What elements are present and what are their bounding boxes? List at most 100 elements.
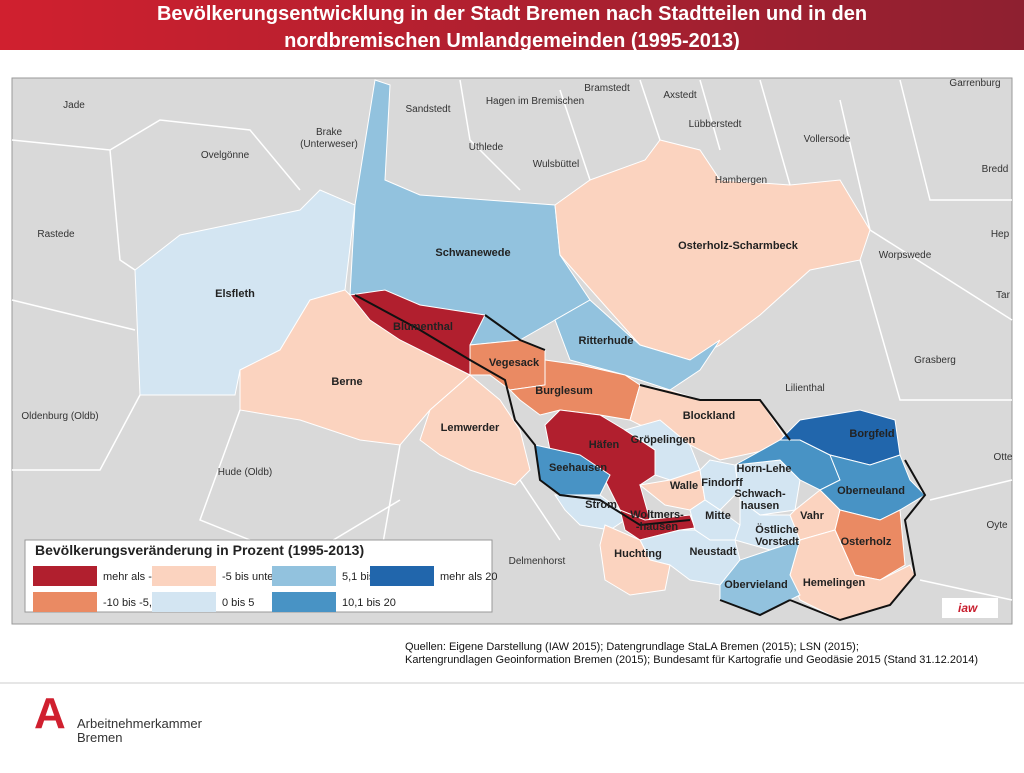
place-label-line: Lilienthal xyxy=(785,383,824,394)
district-label-line: Findorff xyxy=(701,477,743,489)
legend-label: -10 bis -5,1 xyxy=(103,597,158,609)
place-label: Oldenburg (Oldb) xyxy=(21,411,98,422)
district-label-line: Blumenthal xyxy=(393,321,453,333)
place-label-line: Wulsbüttel xyxy=(533,159,580,170)
district-label: Gröpelingen xyxy=(631,434,696,446)
place-label: Lübberstedt xyxy=(689,119,742,130)
place-label: Ovelgönne xyxy=(201,150,250,161)
district-area xyxy=(554,299,721,391)
legend-swatch xyxy=(272,566,336,586)
legend-label: mehr als -10 xyxy=(103,571,164,583)
place-label-line: Hep xyxy=(991,229,1010,240)
district-label: Strom xyxy=(585,499,617,511)
district-label: Mitte xyxy=(705,510,731,522)
district-label: Vahr xyxy=(800,510,825,522)
district-label-line: Strom xyxy=(585,499,617,511)
district-label: Osterholz-Scharmbeck xyxy=(678,240,799,252)
district-label-line: hausen xyxy=(741,500,780,512)
district-area xyxy=(619,509,696,541)
place-label-line: Oyte xyxy=(986,520,1008,531)
legend-swatch xyxy=(370,566,434,586)
district-label: Obervieland xyxy=(724,579,788,591)
place-label-line: (Unterweser) xyxy=(300,139,358,150)
district-label: Vegesack xyxy=(489,357,540,369)
place-label: Uthlede xyxy=(469,142,504,153)
district-label-line: Ritterhude xyxy=(579,335,634,347)
place-label-line: Hude (Oldb) xyxy=(218,467,272,478)
district-label: Schwach-hausen xyxy=(734,488,786,512)
district-label-line: Mitte xyxy=(705,510,731,522)
district-label-line: Woltmers- xyxy=(630,509,684,521)
legend-swatch xyxy=(33,566,97,586)
district-label-line: Lemwerder xyxy=(441,422,500,434)
place-label-line: Rastede xyxy=(37,229,75,240)
district-label: Horn-Lehe xyxy=(737,463,792,475)
place-label: Hagen im Bremischen xyxy=(486,96,584,107)
legend-swatch xyxy=(272,592,336,612)
place-label-line: Grasberg xyxy=(914,355,956,366)
place-label: Grasberg xyxy=(914,355,956,366)
place-label-line: Tar xyxy=(996,290,1011,301)
district-label: Häfen xyxy=(589,439,620,451)
legend-title: Bevölkerungsveränderung in Prozent (1995… xyxy=(35,542,364,558)
district-label: Seehausen xyxy=(549,462,607,474)
weser-river xyxy=(354,294,691,527)
district-label: Berne xyxy=(331,376,362,388)
place-label: Bredd xyxy=(982,164,1009,175)
district-label: Östliche Vorstadt xyxy=(755,523,799,548)
district-area xyxy=(599,524,671,596)
district-label-line: Huchting xyxy=(614,548,662,560)
place-label: Delmenhorst xyxy=(509,556,566,567)
district-label-line: Osterholz-Scharmbeck xyxy=(678,240,799,252)
district-label: Borgfeld xyxy=(849,428,894,440)
district-label-line: Neustadt xyxy=(689,546,736,558)
district-area xyxy=(419,374,531,486)
place-label-line: Uthlede xyxy=(469,142,504,153)
district-label: Burglesum xyxy=(535,385,593,397)
district-label: Neustadt xyxy=(689,546,736,558)
badge: iaw xyxy=(958,601,978,615)
city-boundary xyxy=(484,314,927,622)
district-label: Blockland xyxy=(683,410,736,422)
source-line: Kartengrundlagen Geoinformation Bremen (… xyxy=(405,654,978,666)
district-label: Hemelingen xyxy=(803,577,866,589)
place-label: Otte xyxy=(994,452,1013,463)
legend-swatch xyxy=(33,592,97,612)
district-label-line: Borgfeld xyxy=(849,428,894,440)
place-label: Vollersode xyxy=(804,134,851,145)
place-label: Lilienthal xyxy=(785,383,824,394)
place-label: Hep xyxy=(991,229,1010,240)
legend-label: mehr als 20 xyxy=(440,571,497,583)
place-label-line: Hambergen xyxy=(715,175,767,186)
place-label-line: Hagen im Bremischen xyxy=(486,96,584,107)
legend-swatch xyxy=(152,592,216,612)
place-label-line: Otte xyxy=(994,452,1013,463)
place-label-line: Sandstedt xyxy=(405,104,450,115)
place-label: Oyte xyxy=(986,520,1008,531)
place-label-line: Jade xyxy=(63,100,85,111)
district-label-line: Schwach- xyxy=(734,488,786,500)
legend-swatch xyxy=(152,566,216,586)
legend-label: 10,1 bis 20 xyxy=(342,597,396,609)
district-area xyxy=(554,139,871,361)
district-label: Findorff xyxy=(701,477,743,489)
district-label-line: Häfen xyxy=(589,439,620,451)
place-label-line: Axstedt xyxy=(663,90,697,101)
source-line: Quellen: Eigene Darstellung (IAW 2015); … xyxy=(405,641,859,653)
place-label: Hambergen xyxy=(715,175,767,186)
place-label: Bramstedt xyxy=(584,83,630,94)
place-label: Jade xyxy=(63,100,85,111)
place-label: Sandstedt xyxy=(405,104,450,115)
place-label-line: Ovelgönne xyxy=(201,150,250,161)
district-label-line: Östliche xyxy=(755,523,798,536)
place-label-line: Worpswede xyxy=(879,250,932,261)
district-label: Oberneuland xyxy=(837,485,905,497)
district-label: Blumenthal xyxy=(393,321,453,333)
logo-mark: A xyxy=(34,689,66,738)
logo-name: Arbeitnehmerkammer xyxy=(77,716,203,731)
place-label: Rastede xyxy=(37,229,75,240)
title-line: Bevölkerungsentwicklung in der Stadt Bre… xyxy=(157,3,867,25)
place-label: Tar xyxy=(996,290,1011,301)
place-label-line: Vollersode xyxy=(804,134,851,145)
